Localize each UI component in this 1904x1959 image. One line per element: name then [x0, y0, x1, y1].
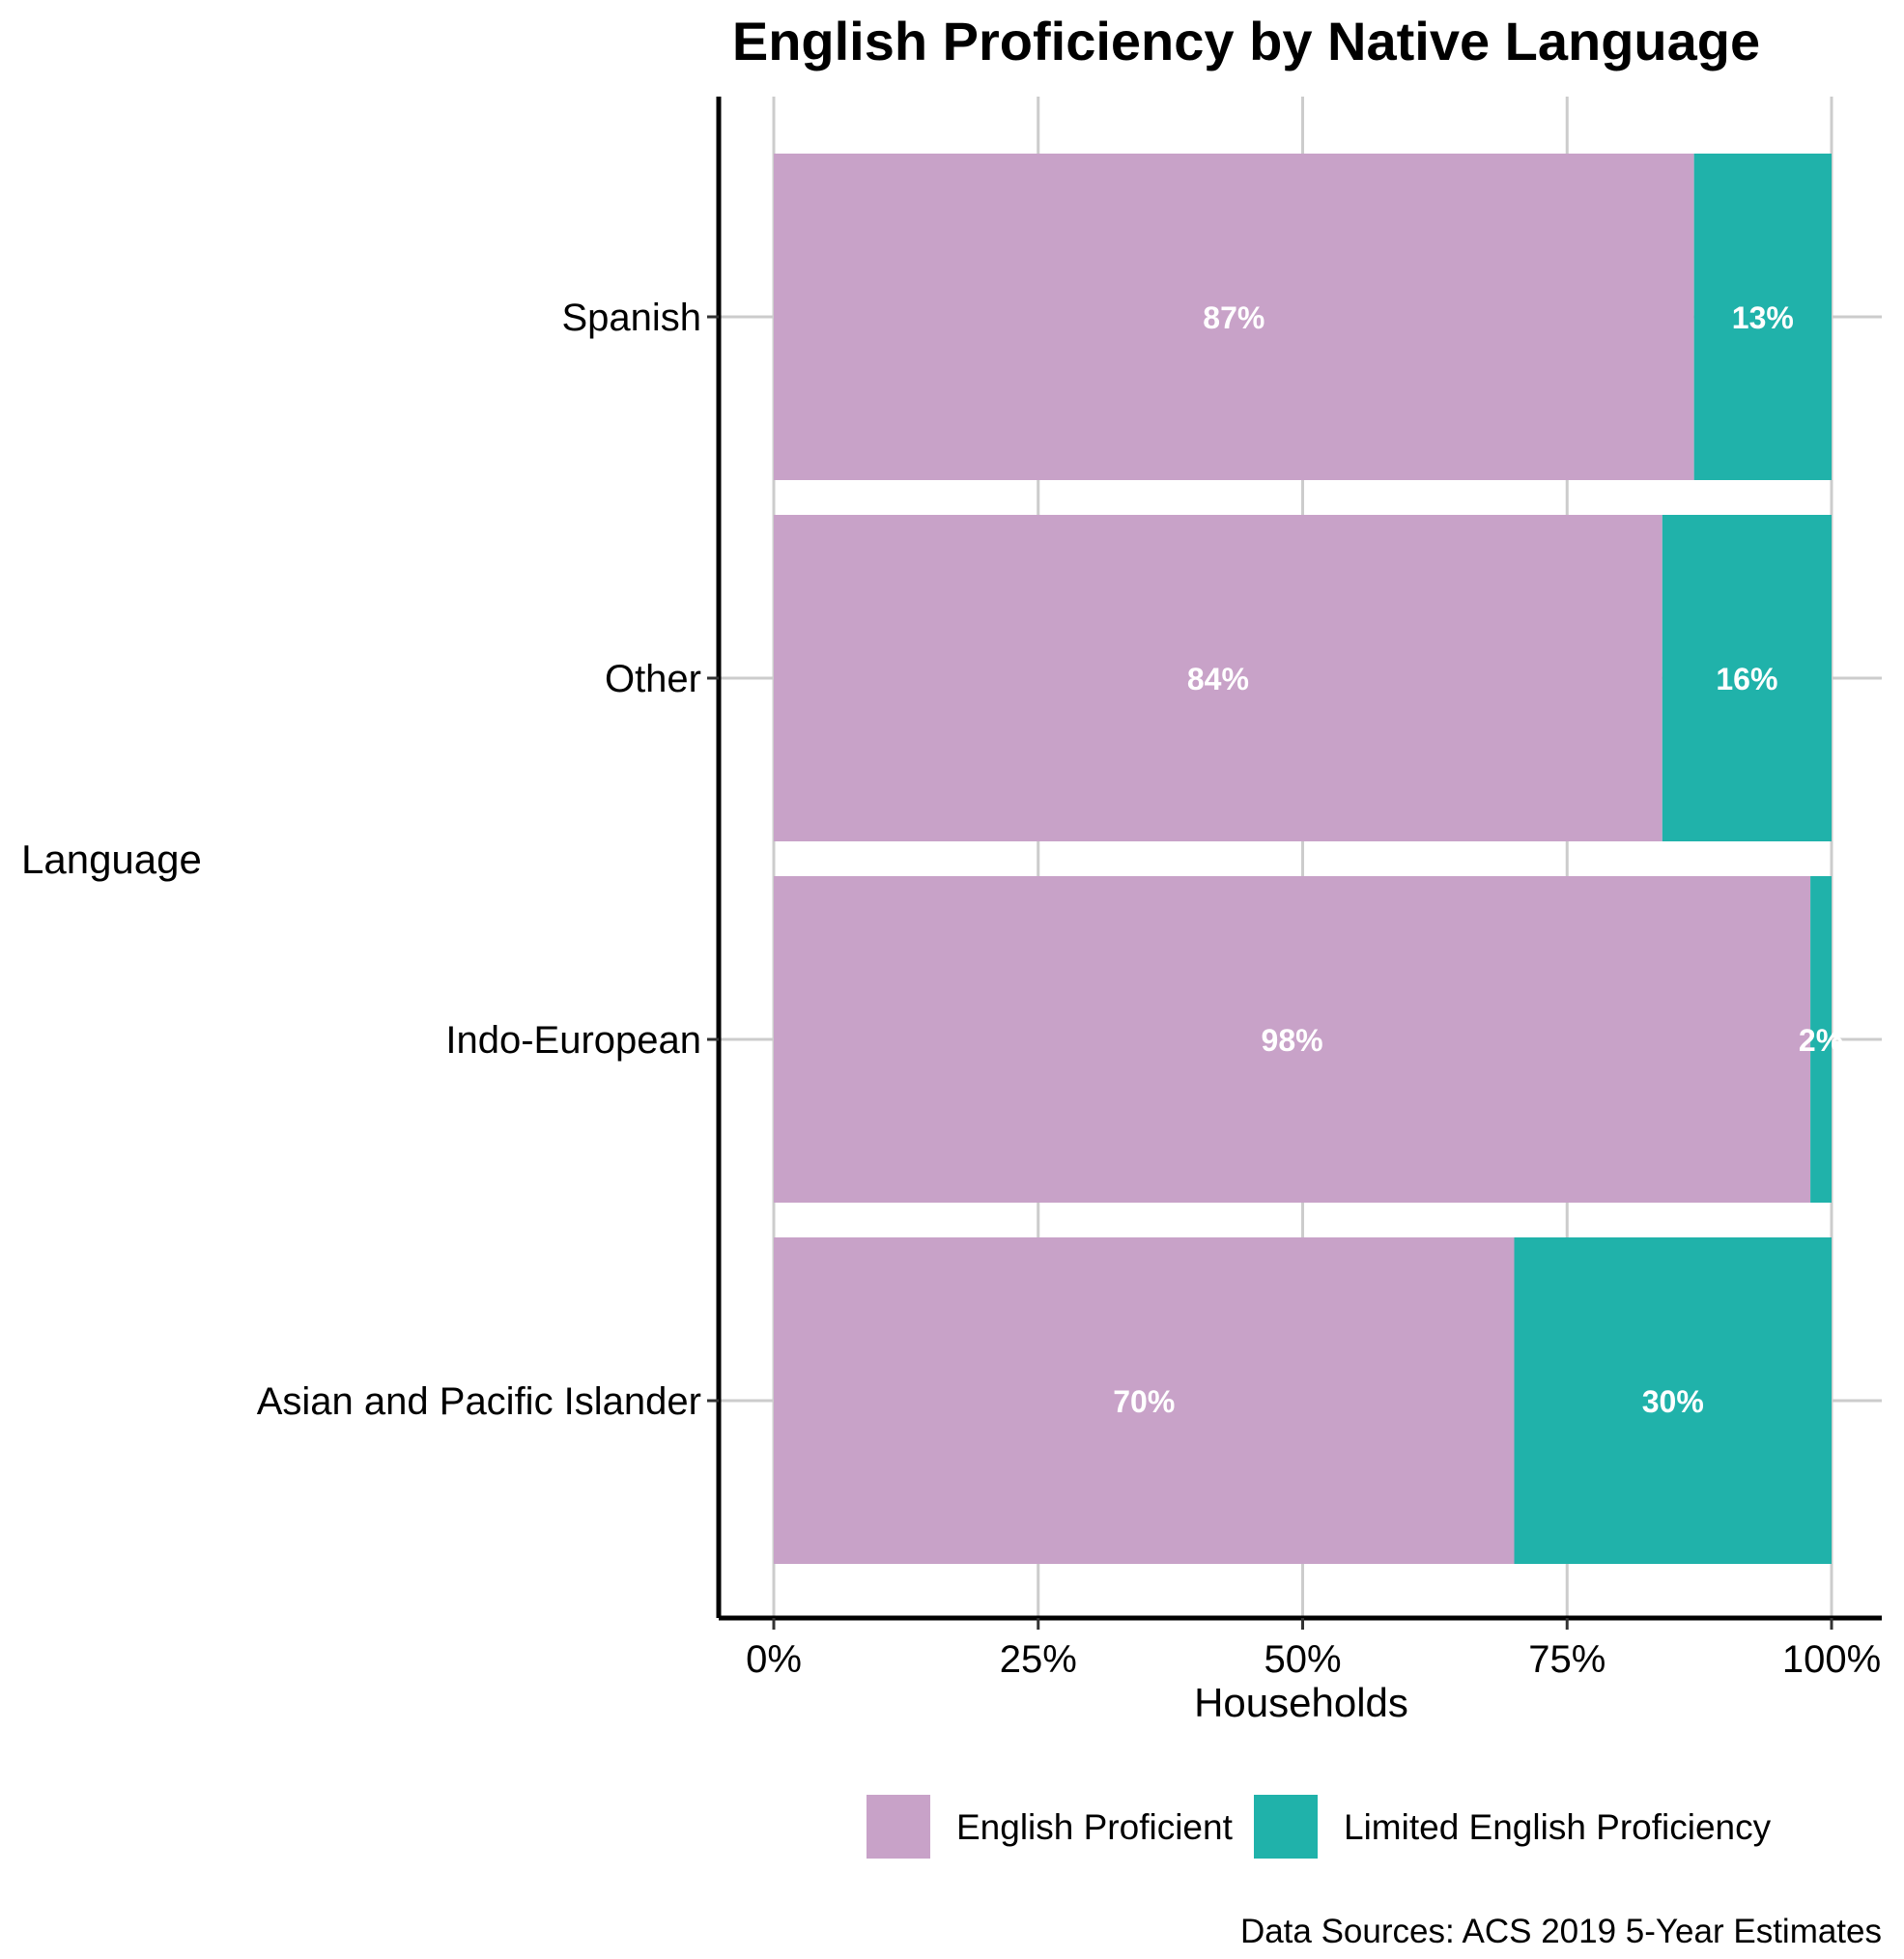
bar-segment [774, 154, 1694, 480]
y-tick-label: Other [605, 658, 701, 700]
bar-data-label: 16% [1716, 662, 1777, 696]
bar-segment [774, 876, 1811, 1203]
y-tick-labels: Spanish Other Indo-European Asian and Pacif… [257, 297, 719, 1423]
bar-segment [1810, 876, 1832, 1203]
bar-segment [1693, 154, 1832, 480]
bar-data-label: 84% [1187, 662, 1249, 696]
bar-data-label: 87% [1203, 300, 1265, 335]
caption: Data Sources: ACS 2019 5-Year Estimates [1240, 1913, 1882, 1950]
legend-label: Limited English Proficiency [1344, 1807, 1772, 1847]
bar-data-label: 13% [1732, 300, 1794, 335]
y-tick-label: Asian and Pacific Islander [257, 1380, 701, 1423]
x-tick-label: 100% [1782, 1638, 1881, 1681]
bar-data-label: 30% [1642, 1384, 1704, 1419]
axes [716, 97, 1882, 1621]
x-axis-title: Households [1194, 1680, 1408, 1725]
bar-data-label: 2% [1799, 1023, 1843, 1058]
bars [774, 154, 1832, 1564]
bar-segment [1514, 1237, 1832, 1564]
legend: English Proficient Limited English Profic… [867, 1795, 1772, 1859]
bar-data-label: 70% [1113, 1384, 1175, 1419]
bar-data-label: 98% [1262, 1023, 1323, 1058]
y-axis-title: Language [21, 837, 202, 882]
legend-swatch [867, 1795, 930, 1859]
x-tick-label: 50% [1264, 1638, 1341, 1681]
bar-segment [774, 515, 1662, 841]
x-tick-label: 0% [746, 1638, 802, 1681]
bar-segment [1662, 515, 1832, 841]
y-tick-label: Indo-European [445, 1019, 701, 1062]
bar-labels: 87% 13% 84% 16% 98% 2% 70% 30% [1113, 300, 1843, 1419]
chart-title: English Proficiency by Native Language [732, 11, 1760, 71]
x-tick-label: 25% [1000, 1638, 1077, 1681]
y-tick-label: Spanish [561, 297, 701, 339]
legend-swatch [1254, 1795, 1318, 1859]
x-tick-labels: 0% 25% 50% 75% 100% [746, 1618, 1881, 1681]
bar-segment [774, 1237, 1515, 1564]
legend-label: English Proficient [956, 1807, 1234, 1847]
x-tick-label: 75% [1528, 1638, 1606, 1681]
